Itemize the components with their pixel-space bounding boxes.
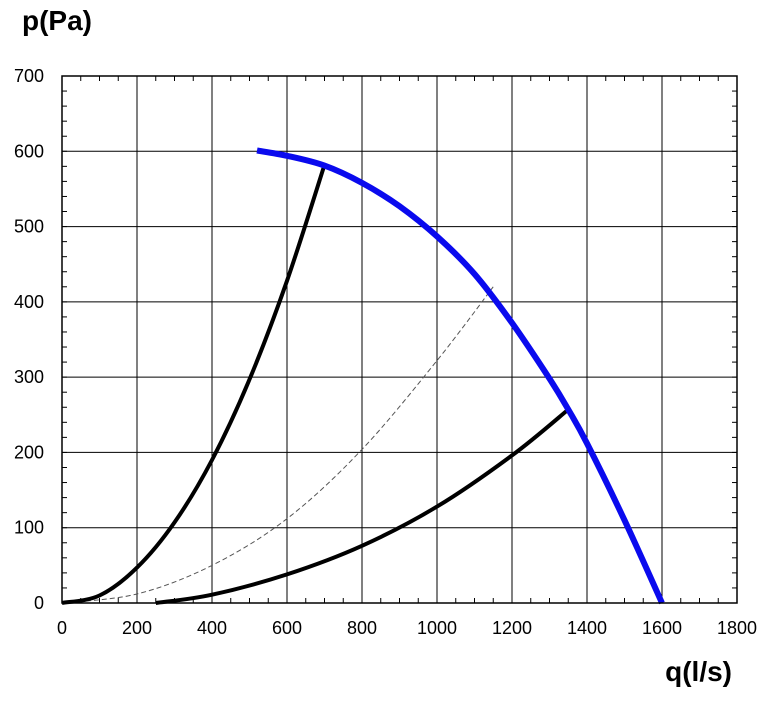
x-tick-label: 1200 xyxy=(492,618,532,638)
system-curve xyxy=(61,164,327,605)
x-tick-label: 1600 xyxy=(642,618,682,638)
x-axis-title: q(l/s) xyxy=(665,656,732,687)
x-tick-label: 1400 xyxy=(567,618,607,638)
x-tick-label: 600 xyxy=(272,618,302,638)
y-axis-title: p(Pa) xyxy=(22,5,92,36)
y-tick-label: 100 xyxy=(14,518,44,538)
series-layer xyxy=(61,147,665,605)
x-tick-label: 200 xyxy=(122,618,152,638)
plot-frame xyxy=(61,75,738,604)
y-tick-label: 400 xyxy=(14,292,44,312)
x-tick-label: 0 xyxy=(57,618,67,638)
x-tick-label: 400 xyxy=(197,618,227,638)
x-tick-labels: 0 200 400 600 800 1000 1200 1400 1600 1800 xyxy=(57,618,757,638)
y-tick-label: 0 xyxy=(34,593,44,613)
y-tick-label: 300 xyxy=(14,367,44,387)
x-tick-label: 800 xyxy=(347,618,377,638)
plot-background xyxy=(62,76,737,603)
y-tick-label: 600 xyxy=(14,141,44,161)
y-tick-label: 500 xyxy=(14,217,44,237)
reference-curve-dashed xyxy=(61,286,494,604)
y-tick-label: 700 xyxy=(14,66,44,86)
x-tick-label: 1800 xyxy=(717,618,757,638)
system-curve xyxy=(155,407,570,605)
y-tick-label: 200 xyxy=(14,442,44,462)
y-tick-labels: 0 100 200 300 400 500 600 700 xyxy=(14,66,44,613)
x-tick-label: 1000 xyxy=(417,618,457,638)
fan-curve xyxy=(256,147,665,605)
